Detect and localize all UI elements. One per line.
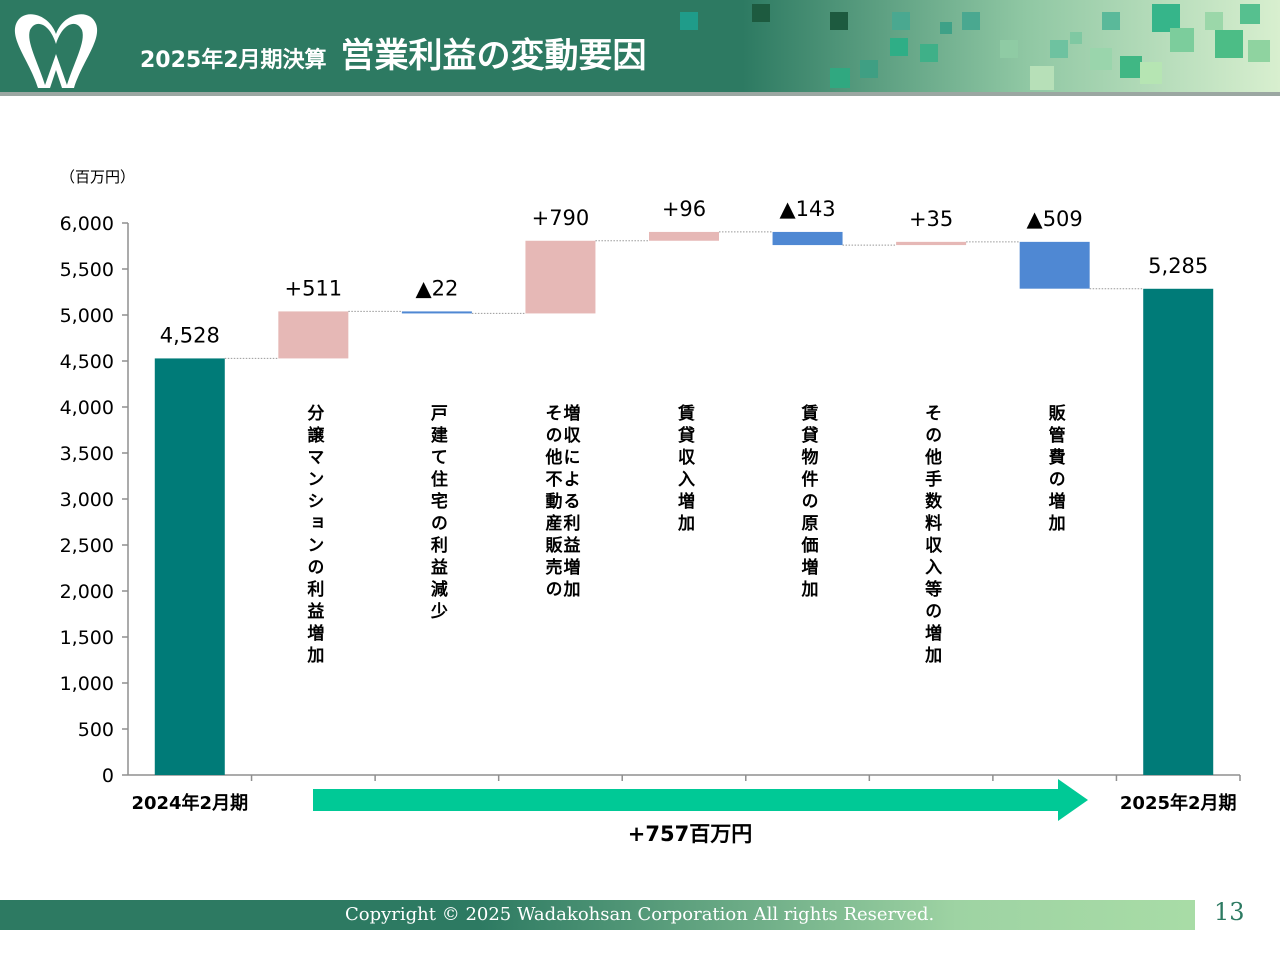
header-decor-square bbox=[920, 44, 938, 62]
header-decor-square bbox=[1090, 48, 1112, 70]
company-logo-icon bbox=[14, 14, 98, 89]
y-tick-label: 3,500 bbox=[60, 443, 114, 465]
header-decor-square bbox=[1205, 12, 1223, 30]
data-label: 4,528 bbox=[160, 323, 220, 347]
bar bbox=[772, 231, 843, 246]
header-decor-square bbox=[1215, 30, 1243, 58]
data-label: +790 bbox=[532, 206, 590, 230]
header-decor-square bbox=[1030, 66, 1054, 90]
waterfall-chart: （百万円） 0 500 1,000 1,500 2,000 2,500 3,000 3,500 4… bbox=[60, 168, 1241, 846]
category-label: 分譲マンションの利益増加 bbox=[303, 404, 325, 668]
summary-label: +757百万円 bbox=[628, 822, 752, 846]
header-decor-square bbox=[1240, 4, 1260, 24]
category-label: 増収による利益増加 bbox=[559, 403, 581, 602]
data-label: +35 bbox=[909, 207, 953, 231]
footer-bar bbox=[0, 900, 1195, 930]
header-decor-square bbox=[940, 22, 952, 34]
header-decor-square bbox=[892, 12, 910, 30]
header-decor-square bbox=[860, 60, 878, 78]
data-label: ▲143 bbox=[779, 197, 835, 221]
bar bbox=[154, 358, 225, 775]
header-decor-square bbox=[962, 12, 980, 30]
copyright-text: Copyright © 2025 Wadakohsan Corporation … bbox=[345, 904, 935, 925]
y-tick-label: 500 bbox=[78, 719, 114, 741]
header-decor-square bbox=[1050, 40, 1068, 58]
y-tick-label: 4,500 bbox=[60, 351, 114, 373]
y-tick-label: 1,000 bbox=[60, 673, 114, 695]
header-decor-square bbox=[1000, 40, 1018, 58]
bar bbox=[525, 240, 596, 314]
bar bbox=[649, 231, 719, 241]
header-decor-square bbox=[1140, 62, 1162, 84]
header-decor-square bbox=[1102, 12, 1120, 30]
data-label: 5,285 bbox=[1148, 254, 1208, 278]
header-decor-square bbox=[1070, 32, 1082, 44]
category-label: その他不動産販売の bbox=[541, 404, 563, 602]
header-decor-square bbox=[830, 68, 850, 88]
y-tick-label: 4,000 bbox=[60, 397, 114, 419]
data-label: ▲509 bbox=[1027, 207, 1083, 231]
header-decor-square bbox=[830, 12, 848, 30]
summary-arrow bbox=[313, 779, 1088, 821]
y-tick-label: 5,000 bbox=[60, 305, 114, 327]
header-decor-square bbox=[680, 12, 698, 30]
unit-label: （百万円） bbox=[60, 168, 135, 186]
data-label: +511 bbox=[284, 276, 342, 300]
title-topic: 営業利益の変動要因 bbox=[340, 36, 647, 76]
header-divider bbox=[0, 92, 1280, 96]
y-tick-label: 2,500 bbox=[60, 535, 114, 557]
category-label: 賃貸収入増加 bbox=[674, 403, 696, 536]
y-tick-label: 6,000 bbox=[60, 213, 114, 235]
page-number: 13 bbox=[1214, 898, 1245, 926]
decorative-squares bbox=[680, 4, 1270, 90]
bar bbox=[1143, 288, 1214, 775]
y-tick-label: 1,500 bbox=[60, 627, 114, 649]
bar bbox=[1019, 241, 1090, 289]
header-decor-square bbox=[890, 38, 908, 56]
x-category-label: 2024年2月期 bbox=[131, 792, 248, 814]
y-tick-label: 5,500 bbox=[60, 259, 114, 281]
y-tick-label: 0 bbox=[102, 765, 114, 787]
title-period: 2025年2月期決算 bbox=[140, 48, 327, 73]
page-title: 2025年2月期決算 営業利益の変動要因 bbox=[140, 28, 647, 77]
header-decor-square bbox=[752, 4, 770, 22]
category-label: 賃貸物件の原価増加 bbox=[798, 403, 820, 602]
y-tick-label: 3,000 bbox=[60, 489, 114, 511]
header-decor-square bbox=[1120, 56, 1142, 78]
bar bbox=[896, 241, 967, 246]
header-decor-square bbox=[1170, 28, 1194, 52]
y-tick-label: 2,000 bbox=[60, 581, 114, 603]
data-label: ▲22 bbox=[415, 276, 458, 300]
x-category-label: 2025年2月期 bbox=[1120, 792, 1237, 814]
bar bbox=[401, 311, 472, 314]
category-label: その他手数料収入等の増加 bbox=[921, 404, 943, 668]
category-label: 販管費の増加 bbox=[1045, 403, 1067, 536]
data-label: +96 bbox=[662, 197, 706, 221]
header-decor-square bbox=[1152, 4, 1180, 32]
category-label: 戸建て住宅の利益減少 bbox=[427, 404, 449, 624]
header-decor-square bbox=[1248, 40, 1270, 62]
bar bbox=[278, 311, 349, 359]
